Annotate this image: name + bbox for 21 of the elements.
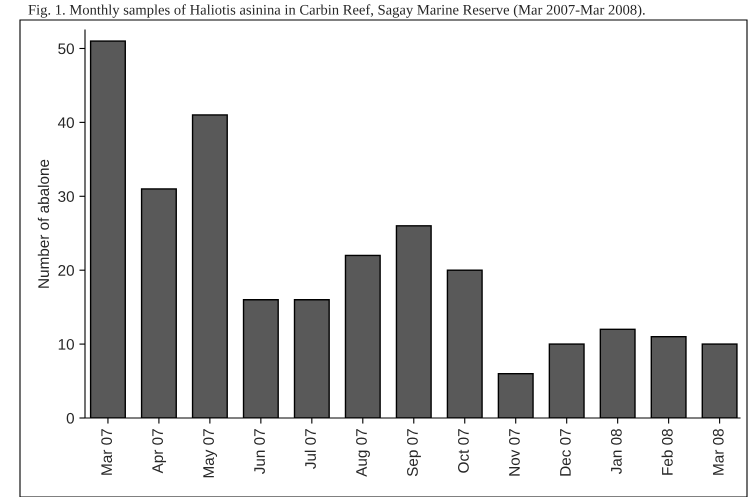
x-tick-label: Sep 07 (407, 429, 421, 476)
y-tick-label: 10 (58, 338, 74, 350)
y-tick-label: 40 (58, 117, 74, 128)
x-tick-label: Jun 07 (254, 429, 265, 474)
y-tick-label: 30 (58, 191, 74, 202)
chart-title: Fig. 1. Monthly samples of Haliotis asinina in Carbin Reef, Sagay Marine Reserve (Mar 2007-Mar 2008). (28, 4, 645, 18)
x-tick-label: Oct 07 (458, 429, 469, 473)
x-tick-label: May 07 (203, 429, 218, 478)
x-tick-label: Feb 08 (662, 429, 673, 475)
y-tick-label: 20 (58, 265, 74, 276)
x-tick-label: Mar 08 (712, 429, 724, 475)
y-axis-title: Number of abalone (38, 160, 50, 288)
x-tick-label: Dec 07 (560, 429, 571, 476)
x-tick-label: Aug 07 (356, 429, 370, 477)
y-tick-label: 50 (58, 43, 74, 54)
x-tick-label: Mar 07 (101, 429, 112, 475)
x-tick-label: Apr 07 (152, 429, 166, 474)
x-tick-label: Jan 08 (610, 429, 622, 474)
y-tick-label: 0 (66, 412, 74, 424)
x-tick-label: Jul 07 (304, 429, 316, 469)
x-tick-label: Nov 07 (509, 429, 520, 476)
